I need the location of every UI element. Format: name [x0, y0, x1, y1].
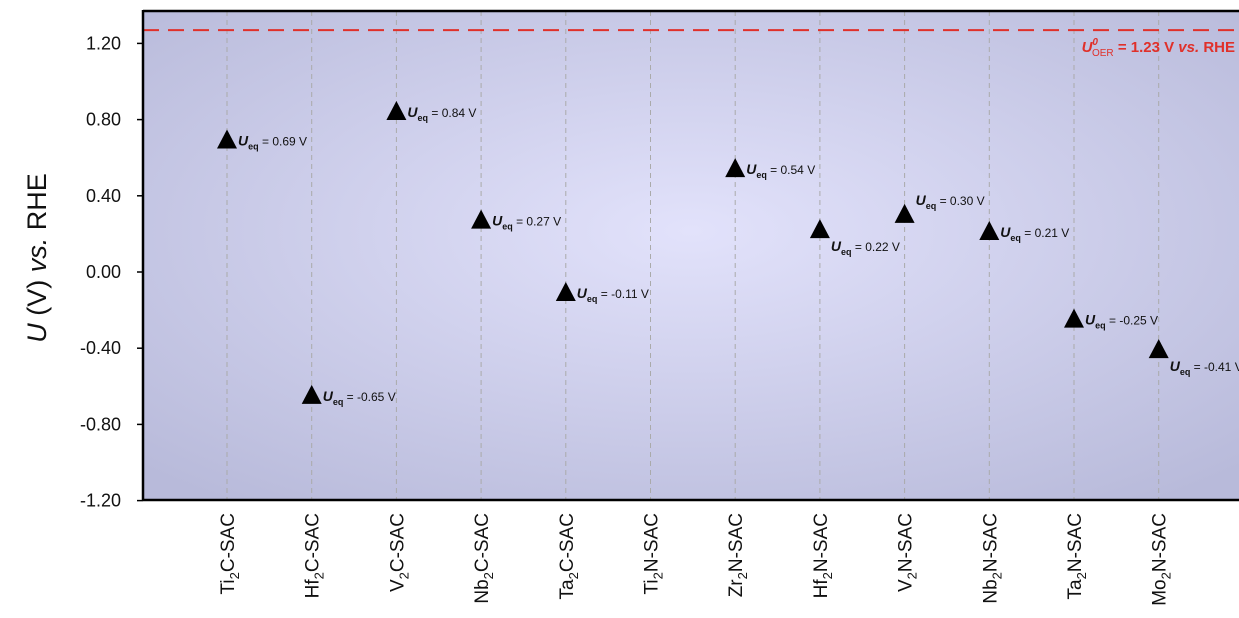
data-point-marker	[555, 281, 576, 301]
data-point-marker	[471, 209, 492, 229]
y-tick-label: -1.20	[80, 491, 121, 511]
x-tick-label: Mo2N-SAC	[1150, 513, 1174, 606]
data-label: Ueq = -0.65 V	[323, 388, 396, 407]
data-label: Ueq = -0.41 V	[1170, 358, 1239, 377]
y-tick-label: 0.80	[86, 110, 121, 130]
x-tick-label: V2N-SAC	[896, 513, 920, 592]
x-tick-label: Ti2C-SAC	[218, 513, 242, 594]
data-point-marker	[301, 384, 322, 404]
x-tick-label: Nb2N-SAC	[980, 513, 1004, 604]
x-tick-label: Ti2N-SAC	[642, 513, 666, 594]
reference-layer: U0 OER = 1.23 V vs. RHE	[143, 29, 1239, 59]
data-point-marker	[979, 220, 1000, 240]
data-label: Ueq = 0.27 V	[492, 213, 561, 232]
grid-layer	[226, 11, 1160, 500]
data-point-marker	[725, 158, 746, 178]
data-label: Ueq = 0.54 V	[746, 161, 815, 180]
y-tick-label: 0.40	[86, 186, 121, 206]
data-point-marker	[217, 129, 237, 149]
data-label: Ueq = 0.30 V	[916, 192, 985, 211]
data-point-marker	[809, 219, 830, 239]
data-label: Ueq = 0.22 V	[831, 238, 900, 257]
x-tick-label: Hf2N-SAC	[811, 513, 835, 598]
y-tick-label: 0.00	[86, 262, 121, 282]
data-label: Ueq = 0.84 V	[407, 104, 476, 123]
points-layer: Ueq = 0.69 V Ueq = -0.65 V Ueq = 0.84 V Ueq…	[217, 100, 1239, 407]
plot-background	[143, 11, 1239, 500]
data-point-marker	[894, 203, 915, 223]
x-tick-labels: Ti2C-SAC Hf2C-SAC V2C-SAC Nb2C-SAC Ta2C-SAC T…	[218, 513, 1174, 606]
x-tick-label: V2C-SAC	[387, 513, 411, 592]
data-label: Ueq = 0.69 V	[238, 133, 307, 152]
data-label: Ueq = 0.21 V	[1000, 224, 1069, 243]
x-tick-label: Ta2N-SAC	[1065, 513, 1089, 599]
x-tick-label: Hf2C-SAC	[303, 513, 327, 598]
y-tick-label: -0.40	[80, 338, 121, 358]
reference-line-label: U0 OER = 1.23 V vs. RHE	[1082, 37, 1235, 59]
y-tick-labels: 1.20 0.80 0.40 0.00 -0.40 -0.80 -1.20	[80, 33, 143, 511]
y-tick-label: 1.20	[86, 33, 121, 53]
data-point-marker	[386, 100, 407, 120]
x-tick-label: Zr2N-SAC	[726, 513, 750, 597]
data-point-marker	[1064, 308, 1084, 328]
data-label: Ueq = -0.11 V	[577, 285, 649, 304]
y-tick-label: -0.80	[80, 414, 121, 434]
y-axis-title: U (V) vs. RHE	[22, 173, 52, 343]
x-tick-label: Nb2C-SAC	[472, 513, 496, 604]
data-point-marker	[1148, 339, 1169, 359]
axes-layer	[141, 9, 1239, 502]
x-tick-label: Ta2C-SAC	[557, 513, 581, 599]
data-label: Ueq = -0.25 V	[1085, 312, 1158, 331]
